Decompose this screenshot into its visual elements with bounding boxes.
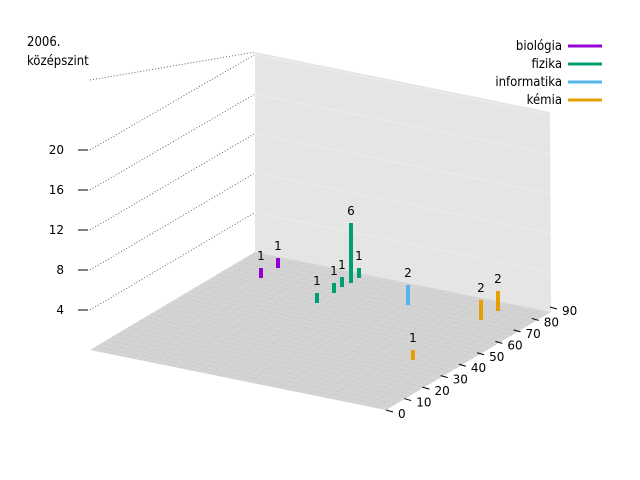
z-guide-line [89, 93, 256, 191]
floor-grid-line [366, 307, 532, 407]
legend-label: fizika [532, 57, 562, 72]
floor-grid-line [306, 295, 473, 395]
wall-grid-line [254, 93, 551, 155]
bar-value-label: 1 [257, 249, 265, 263]
wall-grid-line [254, 212, 551, 273]
floor-grid-line [247, 283, 414, 383]
bar-value-label: 1 [355, 249, 363, 263]
z-guide-line [89, 133, 256, 231]
bar-value-label: 1 [338, 258, 346, 272]
floor-grid-line [109, 255, 275, 355]
floor-grid-line [188, 271, 354, 371]
x-tick-label: 90 [562, 304, 577, 318]
floor-grid [95, 253, 546, 409]
floor-grid-line [326, 299, 492, 399]
floor-grid-line [139, 261, 305, 361]
x-tick-mark [513, 329, 521, 333]
floor-grid-line [129, 259, 295, 359]
floor-grid-line [237, 281, 404, 381]
legend-label: informatika [495, 75, 562, 90]
bar-value-label: 1 [313, 274, 321, 288]
x-tick-mark [531, 317, 539, 321]
x-tick-label: 80 [544, 315, 559, 329]
x-tick-mark [404, 398, 412, 402]
x-tick-label: 20 [434, 384, 449, 398]
bar-value-label: 1 [330, 264, 338, 278]
floor-grid-line [297, 293, 463, 393]
legend: biológia fizika informatika kémia [495, 39, 602, 108]
legend-label: kémia [527, 93, 562, 108]
x-tick-label: 50 [489, 350, 504, 364]
x-tick-mark [495, 340, 503, 344]
x-tick-label: 30 [453, 373, 468, 387]
x-tick-mark [458, 363, 467, 367]
x-tick-label: 70 [526, 327, 541, 341]
floor-grid-line [356, 305, 522, 405]
x-tick-label: 60 [507, 338, 522, 352]
floor-grid-line [267, 287, 433, 387]
x-tick-mark [549, 306, 558, 310]
x-tick-mark [476, 352, 485, 356]
x-tick-label: 0 [398, 407, 406, 421]
floor-grid-line [168, 267, 335, 367]
x-tick-label: 10 [416, 396, 431, 410]
chart-title-line-2: középszint [27, 54, 89, 69]
bar-value-label: 6 [347, 204, 355, 218]
floor-grid-line [218, 277, 384, 377]
wall-grid-line [254, 133, 551, 194]
floor-grid-line [346, 303, 512, 403]
z-dotted-lines [89, 51, 256, 311]
bar-value-label: 2 [404, 266, 412, 280]
floor-plane [90, 252, 551, 410]
bar-value-label: 1 [409, 331, 417, 345]
floor-grid-line [99, 253, 266, 353]
wall-grid-line [254, 172, 551, 234]
z-tick-label: 16 [49, 183, 64, 197]
floor-grid-line [336, 301, 502, 401]
floor-grid-line [227, 279, 394, 379]
floor-grid-line [375, 309, 542, 409]
z-axis-ticks: 4 8 12 16 20 [49, 143, 88, 317]
z-tick-label: 20 [49, 143, 64, 157]
z-guide-line [89, 172, 256, 271]
x-tick-mark [385, 409, 394, 413]
x-tick-label: 40 [471, 361, 486, 375]
z-guide-line [89, 212, 256, 311]
bar-value-label: 2 [477, 281, 485, 295]
floor-grid-line [198, 273, 364, 373]
bar-value-label: 2 [494, 272, 502, 286]
z-tick-label: 8 [56, 263, 64, 277]
z-guide-line [89, 54, 256, 151]
floor-grid-line [158, 265, 325, 365]
z-tick-label: 12 [49, 223, 64, 237]
floor-grid-line [277, 289, 443, 389]
back-wall [255, 52, 551, 312]
bar-value-label: 1 [274, 239, 282, 253]
legend-label: biológia [516, 39, 562, 54]
x-tick-mark [440, 375, 448, 379]
wall-grid [254, 54, 551, 273]
wall-grid-line [254, 54, 551, 115]
x-tick-mark [422, 386, 430, 390]
chart-title-line-1: 2006. [27, 35, 60, 50]
z-guide-line [89, 51, 256, 81]
z-tick-label: 4 [56, 303, 64, 317]
